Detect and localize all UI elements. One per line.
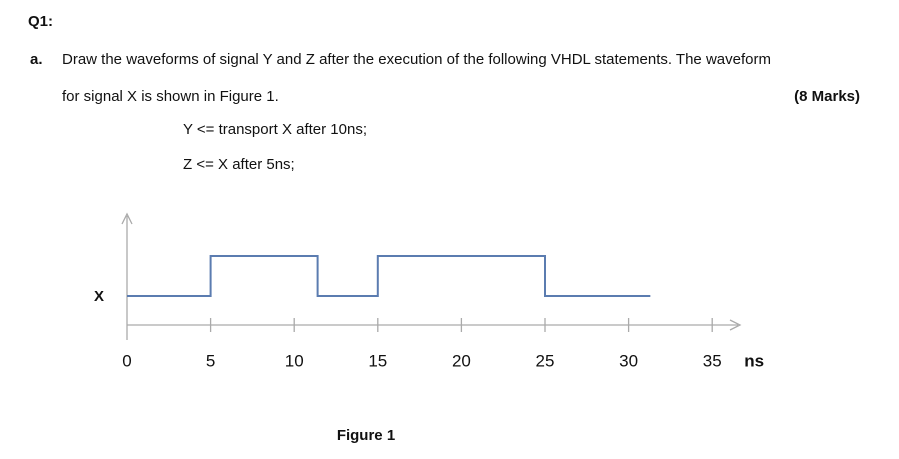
x-tick-label: 10 (285, 351, 304, 370)
unit-label: ns (744, 351, 764, 370)
waveform (127, 255, 651, 297)
x-tick-label: 5 (206, 351, 215, 370)
part-label: a. (30, 51, 43, 68)
question-number: Q1: (28, 13, 53, 30)
marks: (8 Marks) (794, 88, 860, 105)
x-tick-label: 35 (703, 351, 722, 370)
x-tick-label: 25 (536, 351, 555, 370)
arrow (729, 319, 742, 331)
arrow (121, 212, 133, 225)
signal-label: X (94, 288, 104, 305)
x-tick-label: 0 (122, 351, 131, 370)
question-text: Draw the waveforms of signal Y and Z aft… (62, 51, 771, 68)
vhdl-statement: Z <= X after 5ns; (183, 156, 295, 173)
x-tick-label: 20 (452, 351, 471, 370)
vhdl-statement: Y <= transport X after 10ns; (183, 121, 367, 138)
question-text: for signal X is shown in Figure 1. (62, 88, 279, 105)
figure-caption: Figure 1 (337, 427, 395, 444)
x-tick-label: 30 (619, 351, 638, 370)
x-tick-label: 15 (368, 351, 387, 370)
